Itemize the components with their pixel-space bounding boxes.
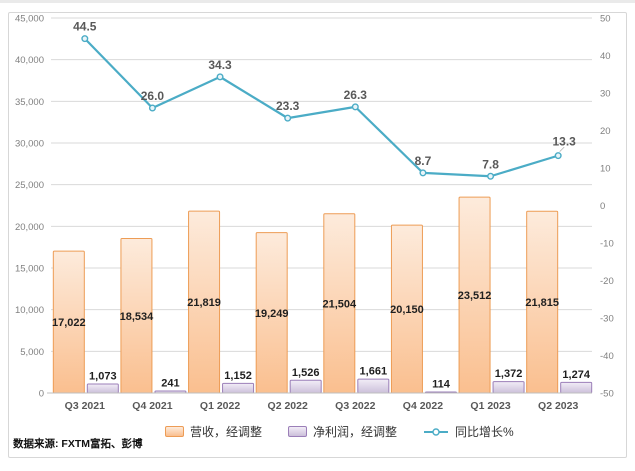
- left-axis-tick-label: 30,000: [15, 139, 44, 150]
- revenue-value-label: 18,534: [120, 311, 155, 323]
- yoy-marker: [216, 73, 224, 81]
- left-axis-tick-label: 10,000: [15, 305, 44, 316]
- right-axis-tick-label: 40: [600, 51, 611, 62]
- revenue-value-label: 21,815: [525, 297, 559, 309]
- label-leader-line: [559, 146, 565, 152]
- net-profit-bar: [492, 381, 525, 394]
- yoy-value-label: 13.3: [553, 135, 577, 149]
- legend-item-revenue: 营收，经调整: [165, 423, 262, 440]
- revenue-value-label: 17,022: [52, 317, 86, 329]
- revenue-value-label: 20,150: [390, 304, 424, 316]
- right-axis-tick-label: -50: [600, 389, 614, 400]
- revenue-value-label: 23,512: [458, 290, 492, 302]
- right-axis-tick-label: -20: [600, 276, 614, 287]
- right-axis-tick-label: 50: [600, 14, 611, 25]
- x-axis-category-label: Q4 2021: [132, 400, 172, 412]
- net-profit-value-label: 1,073: [89, 371, 117, 383]
- net-profit-value-label: 1,274: [562, 369, 590, 381]
- yoy-marker: [419, 169, 427, 177]
- net-profit-value-label: 1,661: [360, 366, 388, 378]
- left-axis-tick-label: 5,000: [20, 347, 44, 358]
- yoy-marker: [554, 152, 562, 160]
- net-profit-bar: [357, 378, 390, 394]
- net-profit-bar: [289, 379, 322, 394]
- source-note: 数据来源: FXTM富拓、彭博: [13, 438, 143, 450]
- net-profit-value-label: 1,372: [495, 368, 523, 380]
- right-axis-tick-label: -10: [600, 239, 614, 250]
- yoy-value-label: 44.5: [73, 20, 97, 34]
- left-axis-tick-label: 20,000: [15, 222, 44, 233]
- yoy-marker: [351, 103, 359, 111]
- left-axis-tick-label: 15,000: [15, 264, 44, 275]
- left-axis-tick-label: 0: [39, 389, 44, 400]
- yoy-growth-line-swatch-icon: [423, 426, 449, 438]
- x-axis-category-label: Q3 2022: [335, 400, 375, 412]
- yoy-value-label: 34.3: [208, 58, 232, 72]
- yoy-marker: [487, 172, 495, 180]
- revenue-value-label: 21,819: [187, 297, 221, 309]
- net-profit-value-label: 1,526: [292, 367, 320, 379]
- right-axis-tick-label: 10: [600, 164, 611, 175]
- yoy-marker: [284, 114, 292, 122]
- right-axis-tick-label: 30: [600, 89, 611, 100]
- right-axis-tick-label: 0: [600, 201, 605, 212]
- right-axis-tick-label: 20: [600, 126, 611, 137]
- legend-label-yoy-growth: 同比增长%: [455, 425, 514, 439]
- left-axis-tick-label: 40,000: [15, 55, 44, 66]
- left-axis-tick-label: 25,000: [15, 180, 44, 191]
- x-axis-category-label: Q3 2021: [65, 400, 105, 412]
- right-axis-tick-label: -30: [600, 314, 614, 325]
- left-axis-tick-label: 35,000: [15, 97, 44, 108]
- x-axis-category-label: Q1 2022: [200, 400, 240, 412]
- right-axis-tick-label: -40: [600, 351, 614, 362]
- top-divider: [0, 0, 635, 3]
- legend-label-net-profit: 净利润，经调整: [313, 425, 398, 439]
- net-profit-value-label: 114: [432, 379, 451, 391]
- yoy-growth-line: [83, 37, 560, 178]
- x-axis-category-label: Q1 2023: [470, 400, 510, 412]
- yoy-marker: [81, 35, 89, 43]
- revenue-value-label: 21,504: [322, 298, 357, 310]
- revenue-swatch-icon: [165, 426, 184, 437]
- net-profit-value-label: 1,152: [224, 370, 252, 382]
- yoy-value-label: 26.3: [344, 88, 368, 102]
- yoy-value-label: 26.0: [141, 89, 165, 103]
- chart-legend: 营收，经调整 净利润，经调整 同比增长%: [165, 423, 514, 440]
- net-profit-bar: [222, 382, 255, 394]
- net-profit-bar: [86, 383, 119, 394]
- legend-item-yoy-growth: 同比增长%: [423, 423, 514, 440]
- x-axis-category-label: Q4 2022: [403, 400, 443, 412]
- left-axis-tick-label: 45,000: [15, 14, 44, 25]
- yoy-marker: [148, 104, 156, 112]
- yoy-value-label: 7.8: [482, 157, 499, 171]
- legend-label-revenue: 营收，经调整: [190, 425, 263, 439]
- net-profit-bar: [560, 381, 593, 394]
- revenue-value-label: 19,249: [255, 308, 289, 320]
- x-axis-category-label: Q2 2022: [268, 400, 308, 412]
- net-profit-swatch-icon: [288, 426, 308, 437]
- net-profit-value-label: 241: [161, 377, 179, 389]
- legend-item-net-profit: 净利润，经调整: [288, 423, 397, 440]
- yoy-value-label: 23.3: [276, 99, 300, 113]
- x-axis-category-label: Q2 2023: [538, 400, 578, 412]
- yoy-value-label: 8.7: [415, 154, 432, 168]
